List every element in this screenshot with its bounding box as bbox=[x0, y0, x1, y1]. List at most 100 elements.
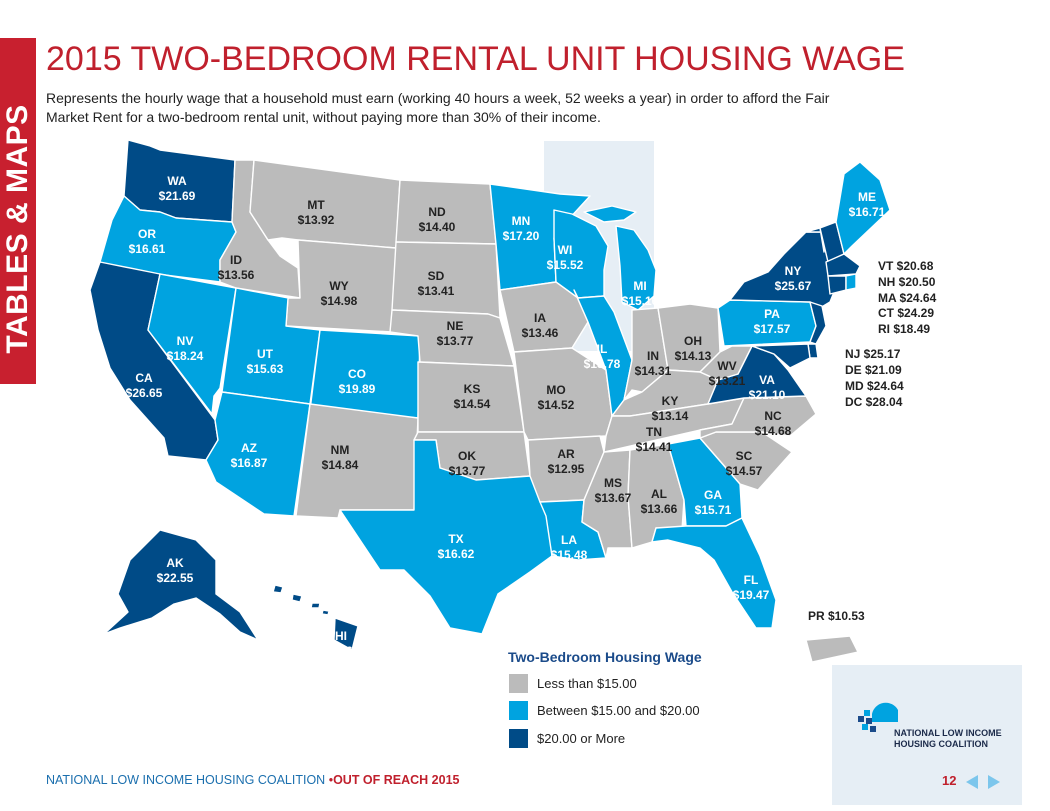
state-label-ar: AR $12.95 bbox=[548, 447, 585, 476]
state-abbr: AZ bbox=[241, 441, 257, 455]
nlihc-logo bbox=[858, 696, 1008, 766]
state-label-me: ME $16.71 bbox=[849, 190, 886, 219]
state-wage: $17.57 bbox=[754, 322, 791, 336]
state-me bbox=[835, 161, 891, 255]
state-label-sc: SC $14.57 bbox=[726, 449, 763, 478]
side-label-md: MD $24.64 bbox=[845, 379, 904, 393]
state-abbr: ME bbox=[858, 190, 876, 204]
state-wage: $14.98 bbox=[321, 294, 358, 308]
state-wage: $18.24 bbox=[167, 349, 204, 363]
house-logo-icon bbox=[858, 702, 898, 732]
state-abbr: MN bbox=[512, 214, 531, 228]
state-wage: $15.16 bbox=[622, 294, 659, 308]
map-legend: Two-Bedroom Housing Wage Less than $15.0… bbox=[501, 642, 729, 765]
state-wage: $14.68 bbox=[755, 424, 792, 438]
state-wage: $14.41 bbox=[636, 440, 673, 454]
state-wage: $18.78 bbox=[584, 357, 621, 371]
state-label-ms: MS $13.67 bbox=[595, 476, 632, 505]
side-label-vt: VT $20.68 bbox=[878, 259, 934, 273]
footer-org: NATIONAL LOW INCOME HOUSING COALITION bbox=[46, 773, 326, 787]
state-wage: $13.46 bbox=[522, 326, 559, 340]
state-label-hi: HI $31.61 bbox=[323, 629, 360, 658]
logo-line-2: HOUSING COALITION bbox=[894, 739, 988, 749]
legend-swatch bbox=[509, 729, 528, 748]
legend-swatch bbox=[509, 674, 528, 693]
state-ct bbox=[827, 275, 847, 295]
state-abbr: MI bbox=[633, 279, 646, 293]
state-ny bbox=[729, 231, 835, 309]
state-abbr: MS bbox=[604, 476, 622, 490]
state-abbr: OH bbox=[684, 334, 702, 348]
state-label-nv: NV $18.24 bbox=[167, 334, 204, 363]
state-abbr: ID bbox=[230, 253, 242, 267]
state-abbr: MT bbox=[307, 198, 325, 212]
state-label-ky: KY $13.14 bbox=[652, 394, 689, 423]
state-wage: $14.52 bbox=[538, 398, 575, 412]
state-abbr: TX bbox=[448, 532, 463, 546]
state-label-ks: KS $14.54 bbox=[454, 382, 491, 411]
state-wage: $12.95 bbox=[548, 462, 585, 476]
state-label-ne: NE $13.77 bbox=[437, 319, 474, 348]
state-label-nc: NC $14.68 bbox=[755, 409, 792, 438]
state-wage: $21.10 bbox=[749, 388, 786, 402]
state-wage: $17.20 bbox=[503, 229, 540, 243]
legend-label: Less than $15.00 bbox=[537, 676, 637, 691]
state-abbr: UT bbox=[257, 347, 274, 361]
state-abbr: OK bbox=[458, 449, 476, 463]
state-ma bbox=[825, 253, 861, 277]
state-label-wy: WY $14.98 bbox=[321, 279, 358, 308]
page-subtitle: Represents the hourly wage that a househ… bbox=[46, 90, 830, 125]
state-wage: $31.61 bbox=[323, 644, 360, 658]
state-wage: $15.63 bbox=[247, 362, 284, 376]
state-label-ca: CA $26.65 bbox=[126, 371, 163, 400]
state-label-nd: ND $14.40 bbox=[419, 205, 456, 234]
state-abbr: ND bbox=[428, 205, 446, 219]
side-label-nh: NH $20.50 bbox=[878, 275, 936, 289]
state-abbr: WI bbox=[558, 243, 573, 257]
state-abbr: FL bbox=[744, 573, 759, 587]
state-abbr: OR bbox=[138, 227, 156, 241]
legend-label: $20.00 or More bbox=[537, 731, 626, 746]
state-wage: $14.13 bbox=[675, 349, 712, 363]
state-abbr: IN bbox=[647, 349, 659, 363]
state-label-mn: MN $17.20 bbox=[503, 214, 540, 243]
state-ri bbox=[845, 273, 857, 291]
state-label-fl: FL $19.47 bbox=[733, 573, 770, 602]
previous-page-arrow-icon[interactable] bbox=[966, 775, 978, 789]
state-abbr: NV bbox=[177, 334, 194, 348]
state-label-pa: PA $17.57 bbox=[754, 307, 791, 336]
legend-swatch bbox=[509, 701, 528, 720]
state-abbr: HI bbox=[335, 629, 347, 643]
state-wage: $16.87 bbox=[231, 456, 268, 470]
state-wv bbox=[699, 345, 753, 381]
state-wage: $13.92 bbox=[298, 213, 335, 227]
state-hi bbox=[333, 617, 359, 651]
legend-label: Between $15.00 and $20.00 bbox=[537, 703, 700, 718]
state-abbr: NY bbox=[785, 264, 802, 278]
state-mi bbox=[583, 205, 637, 223]
state-label-wa: WA $21.69 bbox=[159, 174, 196, 203]
state-wage: $15.71 bbox=[695, 503, 732, 517]
state-wage: $13.77 bbox=[449, 464, 486, 478]
state-label-mo: MO $14.52 bbox=[538, 383, 575, 412]
state-wage: $13.14 bbox=[652, 409, 689, 423]
state-abbr: NM bbox=[331, 443, 350, 457]
state-wage: $21.69 bbox=[159, 189, 196, 203]
state-abbr: LA bbox=[561, 533, 577, 547]
state-abbr: WA bbox=[167, 174, 187, 188]
state-mt bbox=[249, 159, 401, 249]
state-abbr: GA bbox=[704, 488, 722, 502]
state-wage: $19.89 bbox=[339, 382, 376, 396]
state-wage: $13.41 bbox=[418, 284, 455, 298]
side-label-ri: RI $18.49 bbox=[878, 322, 930, 336]
state-label-ny: NY $25.67 bbox=[775, 264, 812, 293]
state-label-in: IN $14.31 bbox=[635, 349, 672, 378]
next-page-arrow-icon[interactable] bbox=[988, 775, 1000, 789]
state-abbr: AK bbox=[166, 556, 184, 570]
state-label-az: AZ $16.87 bbox=[231, 441, 268, 470]
state-tx bbox=[339, 439, 553, 635]
state-mi bbox=[615, 225, 657, 311]
state-abbr: SC bbox=[736, 449, 753, 463]
state-wage: $14.84 bbox=[322, 458, 359, 472]
